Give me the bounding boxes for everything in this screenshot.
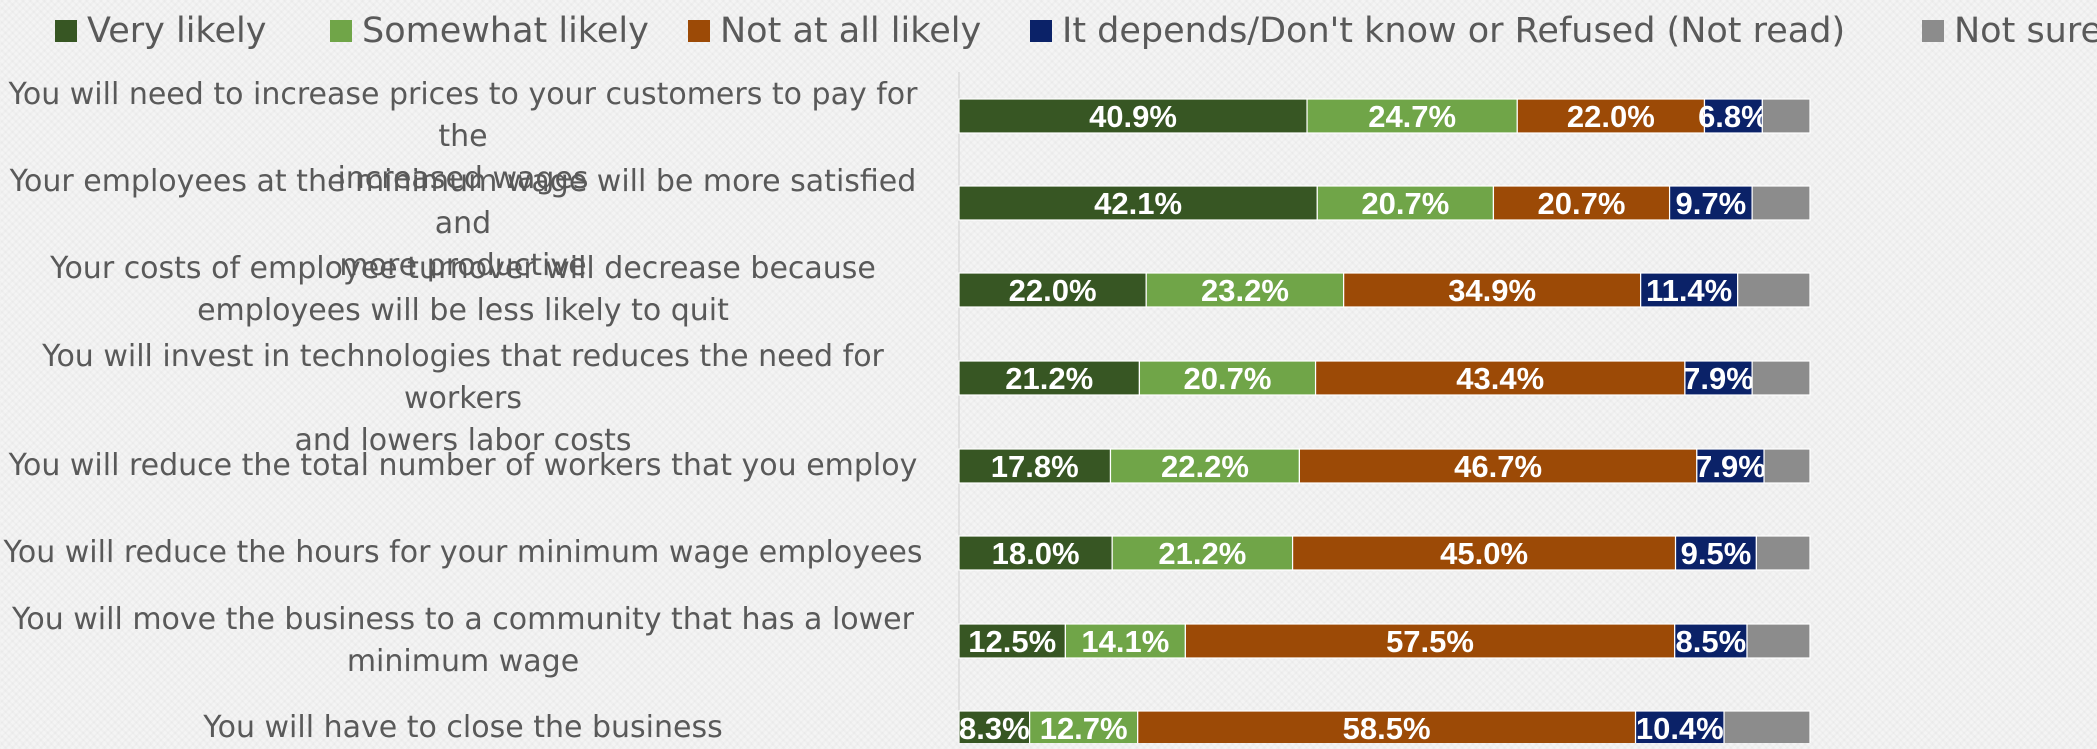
bar-segment <box>1751 185 1811 221</box>
data-label: 9.7% <box>1676 186 1747 221</box>
data-label: 7.9% <box>1695 449 1766 484</box>
data-label: 20.7% <box>1361 186 1449 221</box>
data-label: 21.2% <box>1158 536 1246 571</box>
data-label: 23.2% <box>1201 273 1289 308</box>
bar-segment <box>1723 710 1811 743</box>
bar-segment <box>1314 360 1686 396</box>
bar-segment <box>958 98 1308 134</box>
bar-segment <box>1492 185 1671 221</box>
category-label: You will move the business to a communit… <box>12 602 914 679</box>
legend-item: Not sure <box>1922 6 2097 56</box>
legend-label: Not sure <box>1954 11 2097 51</box>
category-label: Your costs of employee turnover will dec… <box>50 251 876 328</box>
bar-segment <box>1138 360 1317 396</box>
legend-label: Very likely <box>87 11 267 51</box>
legend-label: Not at all likely <box>720 11 982 51</box>
legend-item: Very likely <box>55 6 266 56</box>
bar-segment <box>1761 98 1811 134</box>
data-label: 21.2% <box>1005 361 1093 396</box>
legend-swatch <box>1922 20 1944 42</box>
bar-segment <box>1184 623 1676 659</box>
bar-segment <box>1746 623 1811 659</box>
data-label: 22.2% <box>1161 449 1249 484</box>
legend-label: It depends/Don't know or Refused (Not re… <box>1062 11 1846 51</box>
category-label: You will invest in technologies that red… <box>42 339 884 458</box>
bar-segment <box>1291 535 1677 571</box>
data-label: 46.7% <box>1454 449 1542 484</box>
bar-segment <box>1634 710 1725 743</box>
chart-legend: Very likely Somewhat likely Not at all lik… <box>0 0 2097 58</box>
data-label: 45.0% <box>1440 536 1528 571</box>
data-label: 42.1% <box>1094 186 1182 221</box>
bar-segment <box>1763 448 1811 484</box>
data-label: 8.3% <box>959 711 1030 743</box>
data-label: 10.4% <box>1636 711 1724 743</box>
bar-segment <box>1516 98 1706 134</box>
legend-item: Somewhat likely <box>330 6 649 56</box>
data-label: 12.7% <box>1040 711 1128 743</box>
legend-swatch <box>330 20 352 42</box>
bar-segment <box>1306 98 1518 134</box>
data-label: 7.9% <box>1683 361 1754 396</box>
legend-swatch <box>1030 20 1052 42</box>
data-label: 57.5% <box>1386 624 1474 659</box>
data-label: 20.7% <box>1184 361 1272 396</box>
bar-segment <box>958 360 1141 396</box>
bar-segment <box>1751 360 1811 396</box>
data-label: 22.0% <box>1009 273 1097 308</box>
category-label: You will reduce the total number of work… <box>8 448 918 483</box>
bar-segment <box>958 448 1112 484</box>
category-label: You will reduce the hours for your minim… <box>3 535 923 570</box>
bar-segment <box>1674 623 1748 659</box>
bar-segment <box>1145 272 1345 308</box>
data-label: 8.5% <box>1676 624 1747 659</box>
bar-segment <box>958 710 1031 743</box>
data-label: 34.9% <box>1448 273 1536 308</box>
bar-segment <box>1755 535 1811 571</box>
bar-segment <box>1668 185 1753 221</box>
bar-segment <box>1316 185 1495 221</box>
bar-segment <box>958 623 1066 659</box>
data-label: 18.0% <box>992 536 1080 571</box>
category-label: Your employees at the minimum wage will … <box>9 164 917 283</box>
data-label: 14.1% <box>1081 624 1169 659</box>
data-label: 11.4% <box>1646 273 1732 308</box>
bar-segment <box>1298 448 1698 484</box>
bar-segment <box>958 185 1318 221</box>
bar-segment <box>958 272 1147 308</box>
data-label: 58.5% <box>1343 711 1431 743</box>
data-label: 43.4% <box>1456 361 1544 396</box>
data-label: 6.8% <box>1698 99 1769 134</box>
bar-segment <box>1111 535 1294 571</box>
data-label: 12.5% <box>968 624 1056 659</box>
data-label: 22.0% <box>1567 99 1655 134</box>
data-label: 17.8% <box>991 449 1079 484</box>
bar-segment <box>958 535 1113 571</box>
legend-item: Not at all likely <box>688 6 981 56</box>
data-label: 24.7% <box>1368 99 1456 134</box>
legend-swatch <box>55 20 77 42</box>
legend-swatch <box>688 20 710 42</box>
category-label: You will need to increase prices to your… <box>8 77 918 196</box>
data-label: 20.7% <box>1538 186 1626 221</box>
legend-item: It depends/Don't know or Refused (Not re… <box>1030 6 1845 56</box>
bar-segment <box>1737 272 1811 308</box>
data-label: 9.5% <box>1681 536 1752 571</box>
bar-segment <box>1029 710 1139 743</box>
category-label: You will have to close the business <box>203 710 723 745</box>
data-label: 40.9% <box>1089 99 1177 134</box>
legend-label: Somewhat likely <box>362 11 649 51</box>
